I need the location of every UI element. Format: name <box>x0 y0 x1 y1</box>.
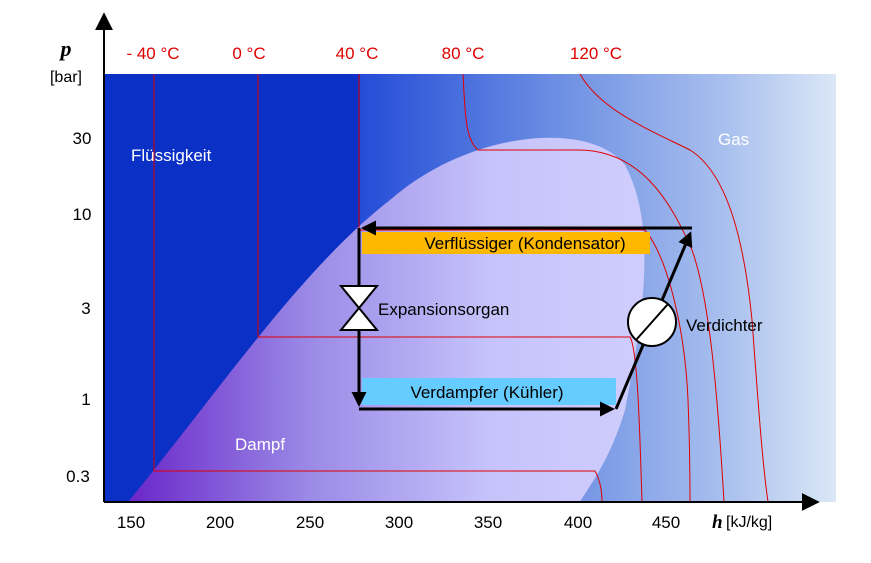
condenser-label: Verflüssiger (Kondensator) <box>424 234 625 253</box>
isotherm-40 <box>358 74 691 503</box>
compressor-label: Verdichter <box>686 316 763 335</box>
condenser-bar <box>362 232 650 254</box>
isotherm-120 <box>579 73 769 503</box>
x-tick-label: 450 <box>652 513 680 532</box>
y-tick-label: 0.3 <box>66 467 90 486</box>
x-axis-symbol: h <box>712 512 723 533</box>
y-axis-unit: [bar] <box>50 69 82 86</box>
compressor-icon-stroke <box>635 303 669 341</box>
isotherm-label: 120 °C <box>570 44 622 63</box>
vapor-region-label: Dampf <box>235 435 285 454</box>
isotherm-label: - 40 °C <box>126 44 179 63</box>
isotherm-label: 0 °C <box>232 44 265 63</box>
y-tick-label: 30 <box>73 129 92 148</box>
isotherm-80 <box>462 73 725 503</box>
expansion-valve-icon <box>338 285 380 331</box>
isotherm-label: 80 °C <box>442 44 485 63</box>
isotherm-0 <box>257 74 643 503</box>
x-tick-label: 200 <box>206 513 234 532</box>
x-tick-label: 150 <box>117 513 145 532</box>
evaporator-bar <box>362 378 616 405</box>
x-tick-label: 350 <box>474 513 502 532</box>
x-tick-label: 250 <box>296 513 324 532</box>
y-tick-label: 3 <box>81 299 90 318</box>
isotherm-minus40 <box>153 74 603 503</box>
isotherm-label: 40 °C <box>336 44 379 63</box>
x-tick-label: 300 <box>385 513 413 532</box>
expansion-label: Expansionsorgan <box>378 300 509 319</box>
y-tick-label: 10 <box>73 205 92 224</box>
gas-region-label: Gas <box>718 130 749 149</box>
y-tick-label: 1 <box>81 390 90 409</box>
y-axis-symbol: p <box>59 36 72 61</box>
x-axis-unit: [kJ/kg] <box>726 514 772 531</box>
x-tick-label: 400 <box>564 513 592 532</box>
liquid-region-label: Flüssigkeit <box>131 146 212 165</box>
evaporator-label: Verdampfer (Kühler) <box>410 383 563 402</box>
